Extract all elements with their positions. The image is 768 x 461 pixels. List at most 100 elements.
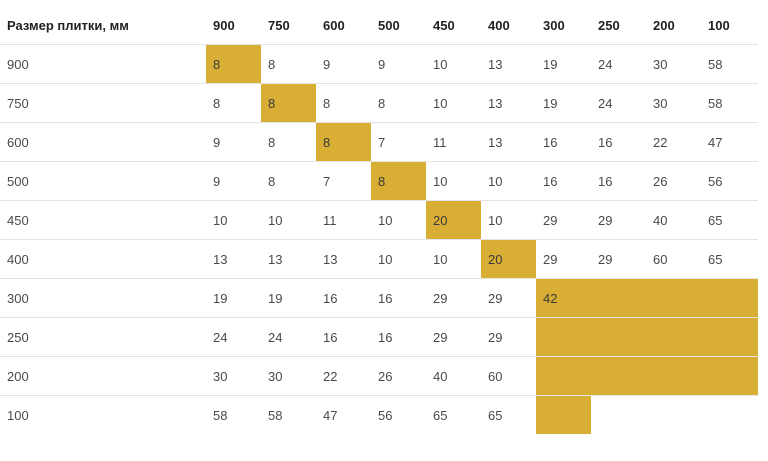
- table-cell: 10: [371, 200, 426, 240]
- table-cell: 29: [426, 278, 481, 318]
- table-cell: 29: [481, 278, 536, 318]
- row-header-900: 900: [0, 44, 206, 84]
- table-cell: [646, 356, 701, 396]
- table-row: 450 10 10 11 10 20 10 29 29 40 65: [0, 200, 758, 240]
- table-cell: 8: [261, 44, 316, 84]
- row-header-750: 750: [0, 83, 206, 123]
- table-cell: 16: [536, 122, 591, 162]
- table-cell: [701, 356, 758, 396]
- table-cell: 65: [701, 200, 758, 240]
- table-cell: 29: [536, 200, 591, 240]
- table-cell: 47: [701, 122, 758, 162]
- table-cell: [591, 356, 646, 396]
- table-cell: 8: [206, 83, 261, 123]
- tile-layout-table: Размер плитки, мм 900 750 600 500 450 400 300 2…: [0, 6, 758, 434]
- table-cell: 10: [481, 161, 536, 201]
- row-header-500: 500: [0, 161, 206, 201]
- table-row: 900 8 8 9 9 10 13 19 24 30 58: [0, 44, 758, 84]
- table-cell: 26: [646, 161, 701, 201]
- table-cell: 30: [261, 356, 316, 396]
- table-cell: 8: [261, 83, 316, 123]
- row-header-450: 450: [0, 200, 206, 240]
- table-cell: [701, 317, 758, 357]
- table-cell: 29: [591, 239, 646, 279]
- table-cell: [646, 317, 701, 357]
- table-cell: 7: [371, 122, 426, 162]
- table-cell: 16: [591, 122, 646, 162]
- table-cell: 56: [701, 161, 758, 201]
- table-cell: 42: [536, 278, 591, 318]
- table-cell: 30: [206, 356, 261, 396]
- table-row: 750 8 8 8 8 10 13 19 24 30 58: [0, 83, 758, 123]
- table-body: 900 8 8 9 9 10 13 19 24 30 58 750 8 8 8 8 10 13 19 24 30 58 60…: [0, 44, 758, 435]
- table-cell: 24: [261, 317, 316, 357]
- table-cell: [646, 396, 701, 435]
- table-cell: 16: [536, 161, 591, 201]
- table-cell: [591, 278, 646, 318]
- table-cell: 29: [426, 317, 481, 357]
- column-header-300: 300: [536, 6, 591, 45]
- column-header-250: 250: [591, 6, 646, 45]
- table-cell: 47: [323, 407, 338, 423]
- table-cell: 19: [206, 278, 261, 318]
- table-cell: [591, 317, 646, 357]
- table-cell: 58: [701, 44, 758, 84]
- table-cell: 9: [206, 122, 261, 162]
- table-cell: 10: [206, 200, 261, 240]
- table-row: 500 9 8 7 8 10 10 16 16 26 56: [0, 161, 758, 201]
- table-cell: 16: [371, 317, 426, 357]
- table-cell: 29: [591, 200, 646, 240]
- table-cell: 8: [261, 161, 316, 201]
- table-cell: 40: [646, 200, 701, 240]
- table-cell: 20: [481, 239, 536, 279]
- table-cell: 19: [536, 83, 591, 123]
- table-cell: 13: [481, 44, 536, 84]
- table-cell: 60: [646, 239, 701, 279]
- table-cell: [536, 317, 591, 357]
- table-cell: 22: [646, 122, 701, 162]
- table-cell: 8: [316, 83, 371, 123]
- table-cell: 13: [261, 239, 316, 279]
- table-cell: 24: [206, 317, 261, 357]
- table-cell: 8: [371, 83, 426, 123]
- table-cell: 10: [426, 44, 481, 84]
- column-header-400: 400: [481, 6, 536, 45]
- row-header-100: 100: [7, 407, 29, 423]
- row-header-600: 600: [0, 122, 206, 162]
- table-cell: 29: [536, 239, 591, 279]
- table-cell: 8: [261, 122, 316, 162]
- table-row: 400 13 13 13 10 10 20 29 29 60 65: [0, 239, 758, 279]
- column-header-750: 750: [261, 6, 316, 45]
- table-cell: 9: [371, 44, 426, 84]
- table-cell: 16: [591, 161, 646, 201]
- column-header-900: 900: [206, 6, 261, 45]
- table-cell: [536, 356, 591, 396]
- table-cell: 19: [536, 44, 591, 84]
- table-cell: 10: [426, 161, 481, 201]
- table-header: Размер плитки, мм 900 750 600 500 450 400 300 2…: [0, 6, 758, 45]
- table-cell: 65: [433, 407, 448, 423]
- table-cell: [701, 278, 758, 318]
- table-cell: 8: [206, 44, 261, 84]
- table-cell: 24: [591, 83, 646, 123]
- table-cell: 9: [316, 44, 371, 84]
- table-cell: 29: [481, 317, 536, 357]
- table-cell: 24: [591, 44, 646, 84]
- table-row: 100 58 58 47 56 65 65: [0, 395, 758, 435]
- table-cell: 10: [426, 83, 481, 123]
- table-cell: 11: [316, 200, 371, 240]
- table-cell: 19: [261, 278, 316, 318]
- table-cell: [646, 278, 701, 318]
- corner-header: Размер плитки, мм: [0, 6, 206, 45]
- table-cell: 7: [316, 161, 371, 201]
- table-cell: 65: [488, 407, 503, 423]
- table-cell: [536, 395, 591, 434]
- column-header-100: 100: [701, 6, 758, 45]
- table-cell: 13: [206, 239, 261, 279]
- table-cell: 8: [316, 122, 371, 162]
- table-cell: 30: [646, 44, 701, 84]
- row-header-400: 400: [0, 239, 206, 279]
- table-cell: [591, 396, 646, 435]
- table-row: 300 19 19 16 16 29 29 42: [0, 278, 758, 318]
- table-row: 250 24 24 16 16 29 29: [0, 317, 758, 357]
